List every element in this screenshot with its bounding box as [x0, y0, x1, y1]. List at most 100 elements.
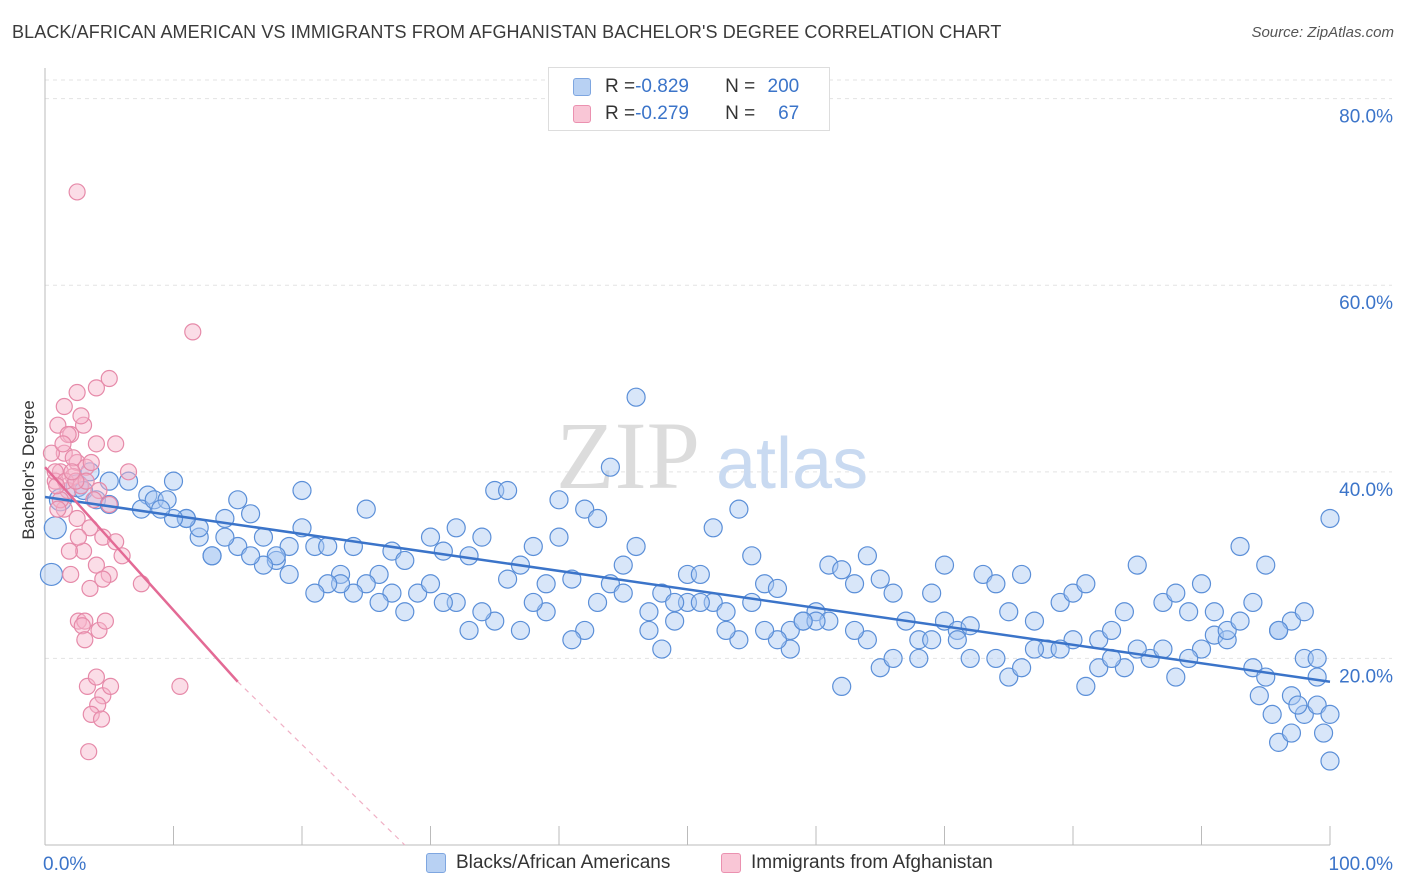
- point-blacks: [587, 508, 608, 529]
- point-blacks: [157, 490, 177, 510]
- point-blacks: [1320, 704, 1340, 724]
- watermark: ZIP atlas: [556, 402, 868, 509]
- point-blacks: [549, 490, 569, 510]
- point-blacks: [549, 527, 569, 547]
- legend-r-label: R =: [605, 76, 636, 97]
- legend-item-blacks: Blacks/African Americans: [426, 852, 670, 874]
- point-blacks: [1230, 536, 1250, 557]
- point-afghanistan: [113, 547, 131, 565]
- point-blacks: [575, 499, 595, 519]
- point-blacks: [639, 602, 659, 622]
- point-blacks: [433, 541, 453, 561]
- point-afghanistan: [69, 528, 88, 546]
- point-blacks: [1127, 555, 1147, 575]
- point-afghanistan: [68, 383, 86, 402]
- point-blacks: [472, 602, 492, 622]
- point-afghanistan: [55, 397, 73, 416]
- point-blacks: [999, 667, 1019, 687]
- point-blacks: [1166, 667, 1186, 687]
- point-blacks: [1101, 620, 1122, 641]
- point-blacks: [1024, 639, 1045, 659]
- point-blacks: [369, 564, 389, 585]
- point-afghanistan: [87, 556, 106, 574]
- point-blacks: [459, 546, 479, 566]
- point-blacks: [1307, 667, 1327, 687]
- point-blacks: [844, 574, 865, 594]
- point-blacks: [767, 578, 788, 599]
- y-tick-label: 40.0%: [1339, 480, 1393, 501]
- point-blacks: [395, 602, 415, 622]
- legend-swatch-pink: [721, 853, 741, 873]
- point-blacks: [1089, 658, 1109, 678]
- axes: [44, 68, 1331, 846]
- legend-r-value: -0.829: [635, 76, 689, 97]
- watermark-zip: ZIP: [556, 402, 700, 509]
- point-blacks: [652, 583, 672, 603]
- point-afghanistan: [49, 500, 67, 518]
- point-blacks: [228, 490, 248, 510]
- point-blacks: [1230, 611, 1250, 631]
- x-tick-label-max: 100.0%: [1329, 854, 1394, 875]
- y-tick-label: 20.0%: [1339, 666, 1393, 687]
- point-blacks: [562, 630, 582, 650]
- point-blacks: [652, 639, 672, 659]
- point-afghanistan: [64, 449, 82, 467]
- point-blacks: [369, 592, 389, 613]
- point-blacks: [729, 630, 749, 650]
- point-blacks: [202, 546, 222, 566]
- legend-swatch-pink: [573, 105, 591, 123]
- series-afghanistan-points: [42, 183, 202, 761]
- point-blacks: [1179, 648, 1199, 669]
- point-blacks: [1191, 639, 1212, 659]
- point-blacks: [266, 546, 286, 566]
- legend-r-label: R =: [605, 103, 636, 124]
- legend-swatch-blue: [426, 853, 446, 873]
- point-blacks: [883, 648, 903, 669]
- point-blacks: [857, 630, 878, 650]
- point-blacks: [318, 536, 338, 557]
- point-blacks: [1281, 686, 1302, 706]
- point-blacks: [832, 676, 852, 697]
- point-afghanistan: [63, 463, 81, 481]
- point-blacks: [780, 620, 800, 641]
- x-tick-label-min: 0.0%: [43, 854, 86, 875]
- point-afghanistan: [92, 710, 111, 728]
- point-blacks: [1191, 574, 1212, 594]
- legend-n-label: N =: [725, 103, 756, 124]
- gridlines: [45, 79, 1392, 659]
- point-blacks: [626, 536, 646, 557]
- point-blacks: [420, 574, 441, 594]
- point-blacks: [523, 592, 543, 613]
- point-blacks: [523, 536, 543, 557]
- point-blacks: [536, 574, 556, 594]
- point-blacks: [986, 574, 1006, 594]
- point-blacks: [1320, 508, 1340, 529]
- point-blacks: [1294, 704, 1314, 724]
- legend-n-label: N =: [725, 76, 756, 97]
- trend-line-afghanistan-extension: [237, 681, 406, 846]
- point-blacks: [665, 611, 685, 631]
- point-afghanistan: [87, 435, 106, 453]
- point-afghanistan: [68, 509, 86, 528]
- point-blacks: [922, 630, 942, 650]
- point-blacks: [973, 564, 993, 585]
- point-blacks: [793, 611, 813, 631]
- legend-label-blacks: Blacks/African Americans: [456, 852, 671, 873]
- point-blacks: [1076, 574, 1096, 594]
- point-blacks: [163, 471, 184, 491]
- point-blacks: [613, 555, 633, 575]
- point-blacks: [909, 648, 929, 669]
- point-blacks: [241, 504, 261, 524]
- point-blacks: [215, 527, 235, 547]
- legend-r-value: -0.279: [635, 103, 689, 124]
- point-afghanistan: [80, 743, 98, 761]
- point-afghanistan: [87, 379, 106, 397]
- point-blacks: [510, 620, 531, 641]
- series-blacks-points: [39, 387, 1340, 771]
- point-blacks: [857, 546, 878, 566]
- point-blacks: [1204, 625, 1224, 645]
- point-blacks: [382, 583, 402, 603]
- point-blacks: [716, 602, 736, 622]
- point-blacks: [1011, 564, 1032, 585]
- point-afghanistan: [60, 542, 79, 560]
